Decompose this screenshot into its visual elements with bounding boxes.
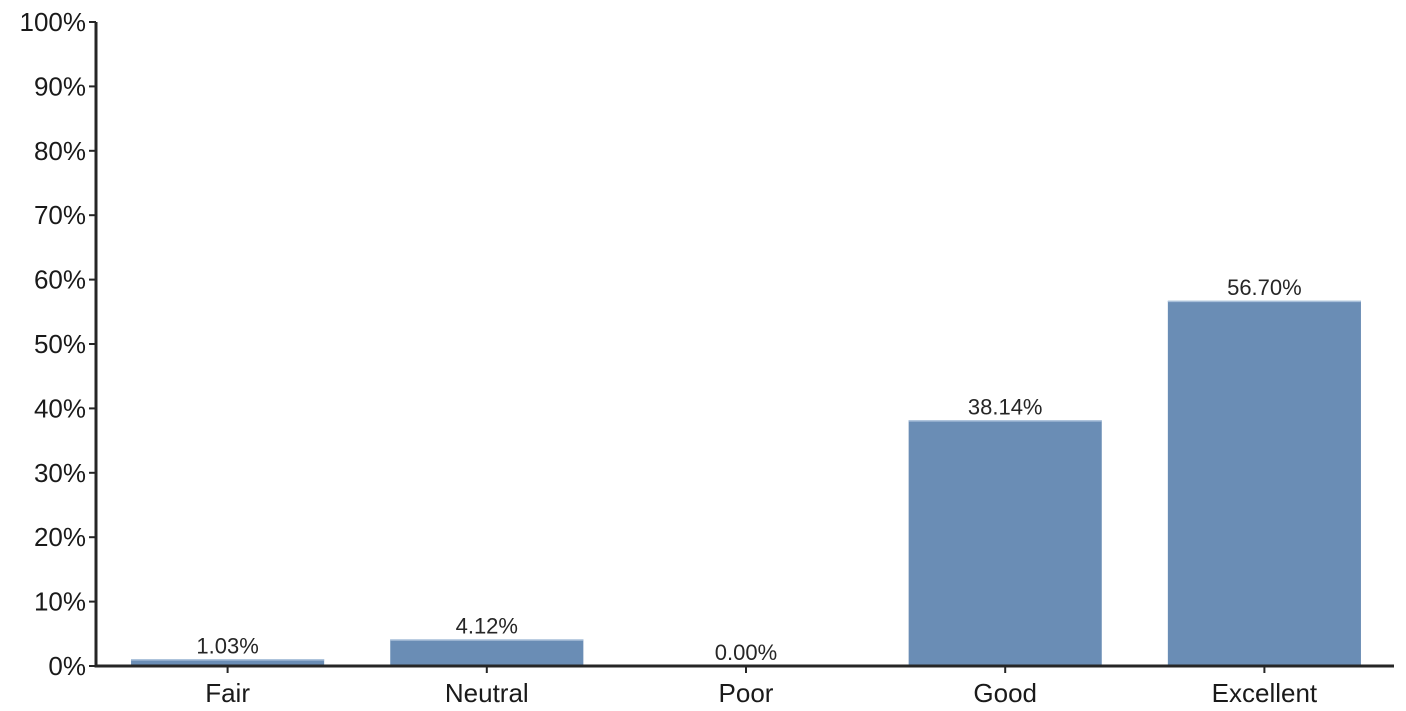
y-tick-label: 60% [34,265,86,295]
y-tick-label: 70% [34,200,86,230]
y-tick-label: 90% [34,71,86,101]
data-label-neutral: 4.12% [456,613,518,638]
y-tick-label: 10% [34,587,86,617]
data-labels: 1.03% 4.12% 0.00% 38.14% 56.70% [196,275,1301,665]
y-tick-label: 50% [34,329,86,359]
bar-neutral [390,639,584,666]
bars [131,300,1361,666]
data-label-excellent: 56.70% [1227,275,1302,300]
x-tick-label-poor: Poor [719,678,774,708]
data-label-fair: 1.03% [196,633,258,658]
x-tick-label-excellent: Excellent [1212,678,1318,708]
data-label-good: 38.14% [968,394,1043,419]
x-tick-label-good: Good [973,678,1037,708]
y-tick-label: 0% [48,651,86,681]
y-axis-ticks: 0% 10% 20% 30% 40% 50% 60% 70% 80% 90% 100% [20,7,96,681]
y-tick-label: 20% [34,522,86,552]
y-tick-label: 80% [34,136,86,166]
x-tick-label-neutral: Neutral [445,678,529,708]
y-tick-label: 40% [34,393,86,423]
bar-good [908,420,1102,666]
data-label-poor: 0.00% [715,640,777,665]
y-tick-label: 100% [20,7,87,37]
bar-fair [131,659,325,666]
x-axis-labels: Fair Neutral Poor Good Excellent [205,666,1318,708]
bar-excellent [1167,300,1361,666]
x-tick-label-fair: Fair [205,678,250,708]
y-tick-label: 30% [34,458,86,488]
